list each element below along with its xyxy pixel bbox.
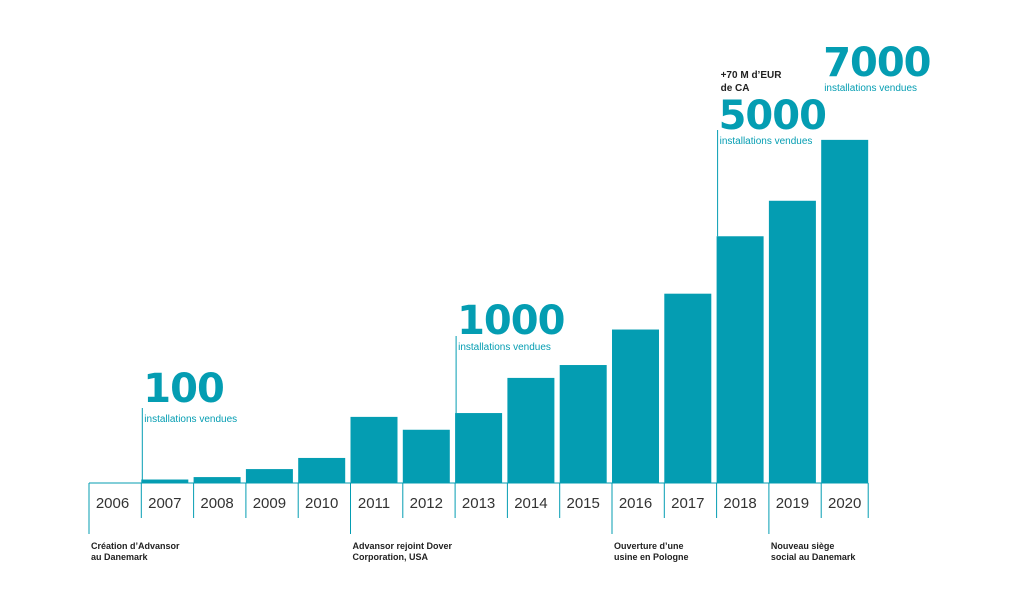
year-label-2019: 2019 — [776, 495, 809, 512]
event-line2-2016: usine en Pologne — [614, 552, 689, 562]
event-line1-2016: Ouverture d’une — [614, 541, 684, 551]
milestone-sub-2018: installations vendues — [720, 136, 813, 147]
bar-2014 — [507, 377, 555, 483]
year-label-2011: 2011 — [358, 495, 390, 512]
bar-2016 — [612, 329, 659, 483]
milestone-value-2007: 100 — [143, 366, 224, 412]
bar-2013 — [455, 413, 503, 483]
event-line2-2019: social au Danemark — [771, 552, 857, 562]
year-label-2015: 2015 — [567, 495, 600, 512]
year-label-2009: 2009 — [253, 495, 286, 512]
year-label-2018: 2018 — [723, 495, 756, 512]
year-label-2017: 2017 — [671, 495, 704, 512]
event-line1-2011: Advansor rejoint Dover — [353, 541, 453, 551]
event-line1-2006: Création d’Advansor — [91, 541, 180, 551]
bar-2020 — [821, 139, 869, 483]
year-label-2007: 2007 — [148, 495, 181, 512]
bar-2007 — [141, 479, 189, 483]
x-axis: 2006 2007 2008 2009 2010 2011 2012 2013 2014 2015… — [88, 482, 869, 518]
bars-group — [141, 139, 869, 483]
milestone-value-2020: 7000 — [823, 40, 930, 86]
year-label-2020: 2020 — [828, 495, 861, 512]
milestone-note-line2-2018: de CA — [721, 83, 750, 94]
milestone-sub-2007: installations vendues — [144, 414, 237, 425]
year-label-2010: 2010 — [305, 495, 338, 512]
bar-2012 — [402, 429, 450, 483]
event-line2-2006: au Danemark — [91, 552, 149, 562]
bar-2010 — [298, 457, 346, 483]
bar-2018 — [716, 236, 764, 483]
year-label-2014: 2014 — [514, 495, 547, 512]
milestone-sub-2013: installations vendues — [458, 342, 551, 353]
milestone-value-2018: 5000 — [719, 93, 826, 139]
bar-2015 — [559, 365, 607, 483]
year-label-2013: 2013 — [462, 495, 495, 512]
year-label-2008: 2008 — [200, 495, 233, 512]
milestone-note-line1-2018: +70 M d’EUR — [721, 70, 783, 81]
milestone-sub-2020: installations vendues — [824, 83, 917, 94]
event-line2-2011: Corporation, USA — [353, 552, 429, 562]
year-label-2006: 2006 — [96, 495, 129, 512]
bar-2011 — [350, 416, 398, 483]
year-label-2012: 2012 — [410, 495, 443, 512]
bar-2008 — [193, 477, 241, 483]
event-line1-2019: Nouveau siège — [771, 541, 835, 551]
milestone-value-2013: 1000 — [457, 298, 564, 344]
year-label-2016: 2016 — [619, 495, 652, 512]
bar-2019 — [768, 200, 816, 483]
bar-2017 — [664, 293, 712, 483]
bar-2009 — [245, 469, 293, 483]
